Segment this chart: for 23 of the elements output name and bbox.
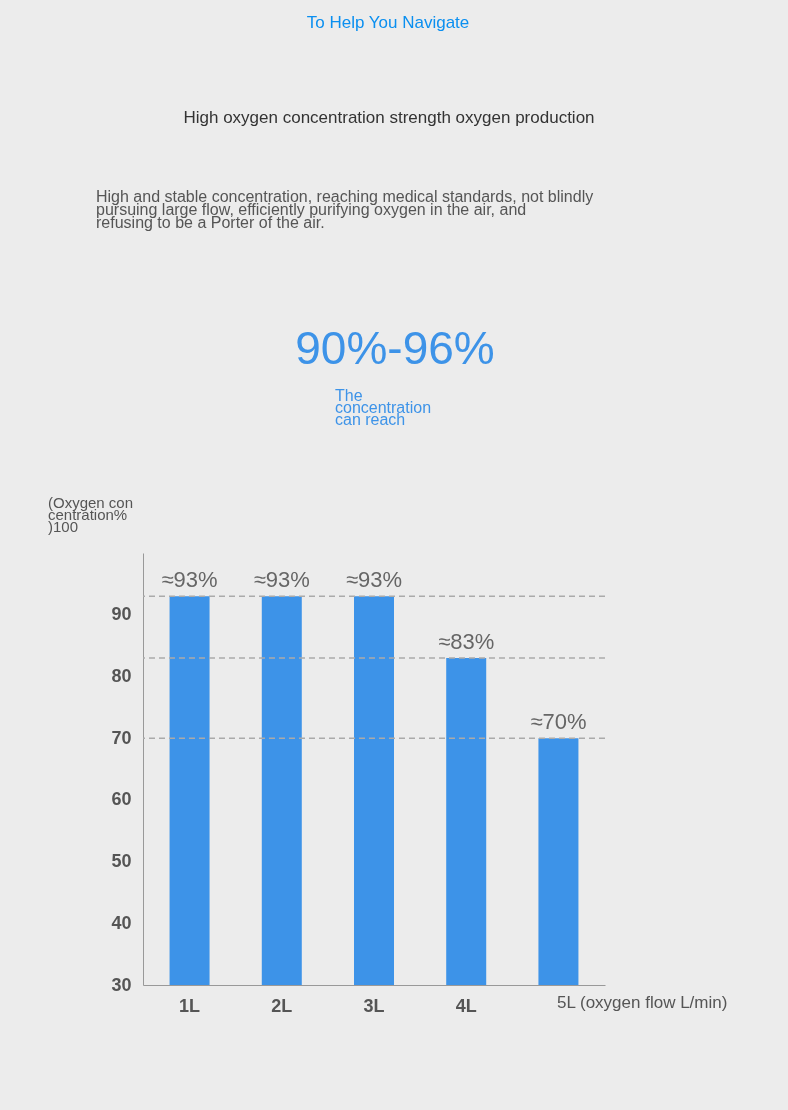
text: To Help You Navigate — [306, 13, 470, 32]
x-axis-title: 5L (oxygen flow L/min) — [557, 993, 728, 1012]
x-tick-label: 1L — [179, 995, 201, 1016]
data-label: ≈93% — [345, 567, 403, 593]
text: The concentration can reach — [335, 387, 432, 428]
chart-title: High oxygen concentration strength oxygen production — [183, 108, 595, 127]
chart-subtitle: High and stable concentration, reaching medical standards, not blindly pursuing large flow, efficiently purifying oxygen in the air, and refusing to be a Porter of the air. — [96, 188, 594, 231]
y-tick-label: 80 — [111, 665, 132, 686]
y-tick-label: 50 — [111, 851, 132, 872]
y-tick-label: 40 — [111, 912, 132, 933]
y-tick-label: 60 — [111, 789, 132, 810]
data-label: ≈93% — [161, 567, 218, 593]
text: 90%-96% — [295, 322, 495, 374]
data-label: ≈70% — [530, 709, 587, 735]
y-tick-label: 90 — [111, 604, 132, 625]
data-label: ≈93% — [253, 567, 310, 593]
x-tick-label: 4L — [455, 995, 477, 1016]
y-axis-title: (Oxygen concentration%)100 — [48, 494, 134, 535]
y-tick-label: 70 — [111, 727, 132, 748]
x-tick-label: 2L — [271, 995, 293, 1016]
x-tick-label: 3L — [363, 995, 385, 1016]
data-label: ≈83% — [438, 628, 495, 654]
y-tick-label: 30 — [111, 974, 132, 995]
